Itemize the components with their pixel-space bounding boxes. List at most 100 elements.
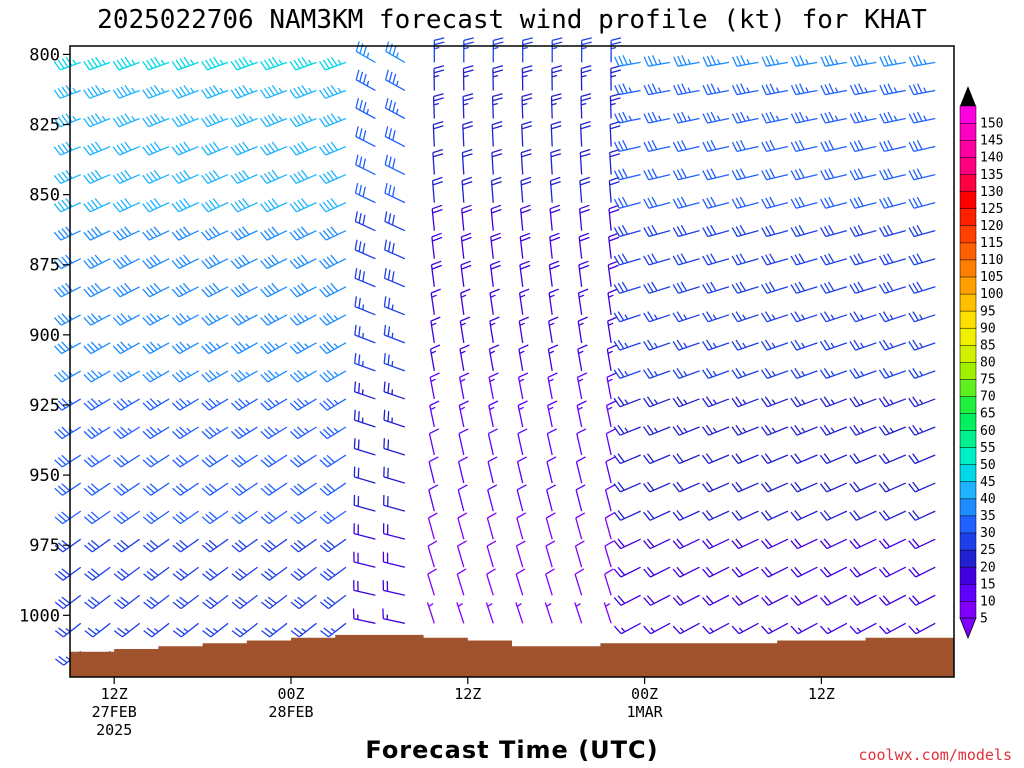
wind-barb (702, 538, 730, 550)
wind-barb (520, 148, 532, 175)
wind-barb (878, 453, 907, 465)
wind-barb (731, 168, 759, 181)
wind-barb (760, 339, 789, 351)
wind-barb (820, 83, 847, 96)
wind-barb (849, 339, 877, 351)
wind-barb (383, 466, 406, 484)
wind-barb (201, 226, 229, 241)
colorbar-label: 110 (980, 253, 1003, 268)
wind-barb (142, 85, 170, 99)
wind-barb (607, 288, 618, 315)
colorbar-swatch (959, 208, 977, 227)
y-tick-label: 850 (29, 186, 60, 206)
wind-barb (581, 37, 592, 63)
wind-barb (462, 65, 474, 91)
colorbar-swatch (959, 515, 977, 534)
wind-barb (878, 339, 907, 351)
wind-barb (230, 141, 258, 156)
wind-barb (289, 398, 317, 411)
wind-barb (491, 120, 503, 147)
wind-barb (54, 566, 82, 581)
wind-barb (486, 512, 497, 540)
wind-barb (613, 396, 641, 408)
wind-barb (849, 140, 877, 153)
wind-barb (521, 93, 533, 119)
wind-barb (490, 232, 502, 259)
wind-barb (231, 454, 258, 468)
x-tick-label: 00Z (277, 685, 304, 703)
wind-barb (384, 239, 406, 260)
wind-barb (171, 313, 199, 326)
colorbar-label: 30 (980, 526, 996, 541)
wind-barb (113, 454, 141, 468)
wind-barb (384, 211, 406, 232)
wind-barb (878, 538, 907, 550)
wind-barb (171, 341, 199, 355)
wind-barb (53, 85, 81, 99)
wind-barb (518, 288, 530, 315)
wind-barb (849, 311, 877, 323)
wind-barb (819, 396, 848, 408)
wind-barb (384, 182, 406, 204)
wind-barb (382, 580, 406, 596)
wind-barb (731, 368, 759, 380)
wind-barb (113, 538, 141, 553)
wind-barb (53, 254, 82, 270)
wind-barb (760, 453, 789, 465)
wind-barb (731, 253, 759, 266)
colorbar-swatch (959, 310, 977, 329)
wind-barb (731, 453, 759, 465)
wind-barb (83, 482, 111, 496)
wind-barb (672, 281, 700, 294)
wind-barb (83, 426, 111, 440)
wind-barb (433, 37, 445, 63)
wind-barb (384, 97, 406, 120)
colorbar-swatch (959, 566, 977, 585)
wind-barb (289, 341, 317, 355)
wind-barb (819, 281, 848, 294)
wind-barb (320, 622, 347, 638)
wind-barb (820, 566, 848, 578)
wind-barb (486, 568, 496, 596)
wind-barb (142, 482, 170, 496)
wind-barb (761, 538, 789, 550)
wind-barb (54, 482, 82, 496)
wind-barb (577, 316, 588, 343)
wind-barb (230, 426, 258, 440)
wind-barb (230, 198, 258, 213)
wind-barb (289, 369, 317, 383)
wind-barb (489, 260, 501, 287)
wind-barb (518, 344, 529, 372)
wind-barb (142, 454, 170, 468)
wind-barb (549, 204, 561, 231)
wind-barb (113, 622, 141, 638)
wind-barb (289, 313, 317, 326)
wind-barb (456, 568, 467, 596)
wind-barb (354, 324, 376, 344)
wind-barb (230, 113, 258, 128)
wind-barb (113, 482, 141, 496)
wind-barb (382, 523, 406, 540)
y-tick-label: 975 (29, 536, 60, 556)
wind-barb (603, 602, 612, 624)
wind-barb (430, 288, 441, 315)
wind-barb (290, 566, 317, 581)
wind-barb (385, 41, 406, 63)
wind-barb (353, 551, 376, 568)
wind-barb (457, 456, 469, 484)
wind-barb (433, 65, 445, 91)
wind-barb (459, 316, 471, 343)
colorbar-swatch (959, 276, 977, 295)
wind-barb (580, 65, 592, 91)
colorbar-label: 130 (980, 185, 1003, 200)
wind-barb (318, 85, 347, 99)
wind-barb (458, 372, 470, 400)
wind-barb (731, 111, 759, 124)
y-tick-label: 900 (29, 326, 60, 346)
wind-barb (849, 453, 877, 465)
wind-barb (260, 341, 288, 355)
wind-barb (289, 198, 317, 213)
wind-barb (606, 372, 617, 400)
wind-barb (731, 510, 759, 521)
wind-barb (849, 510, 877, 521)
